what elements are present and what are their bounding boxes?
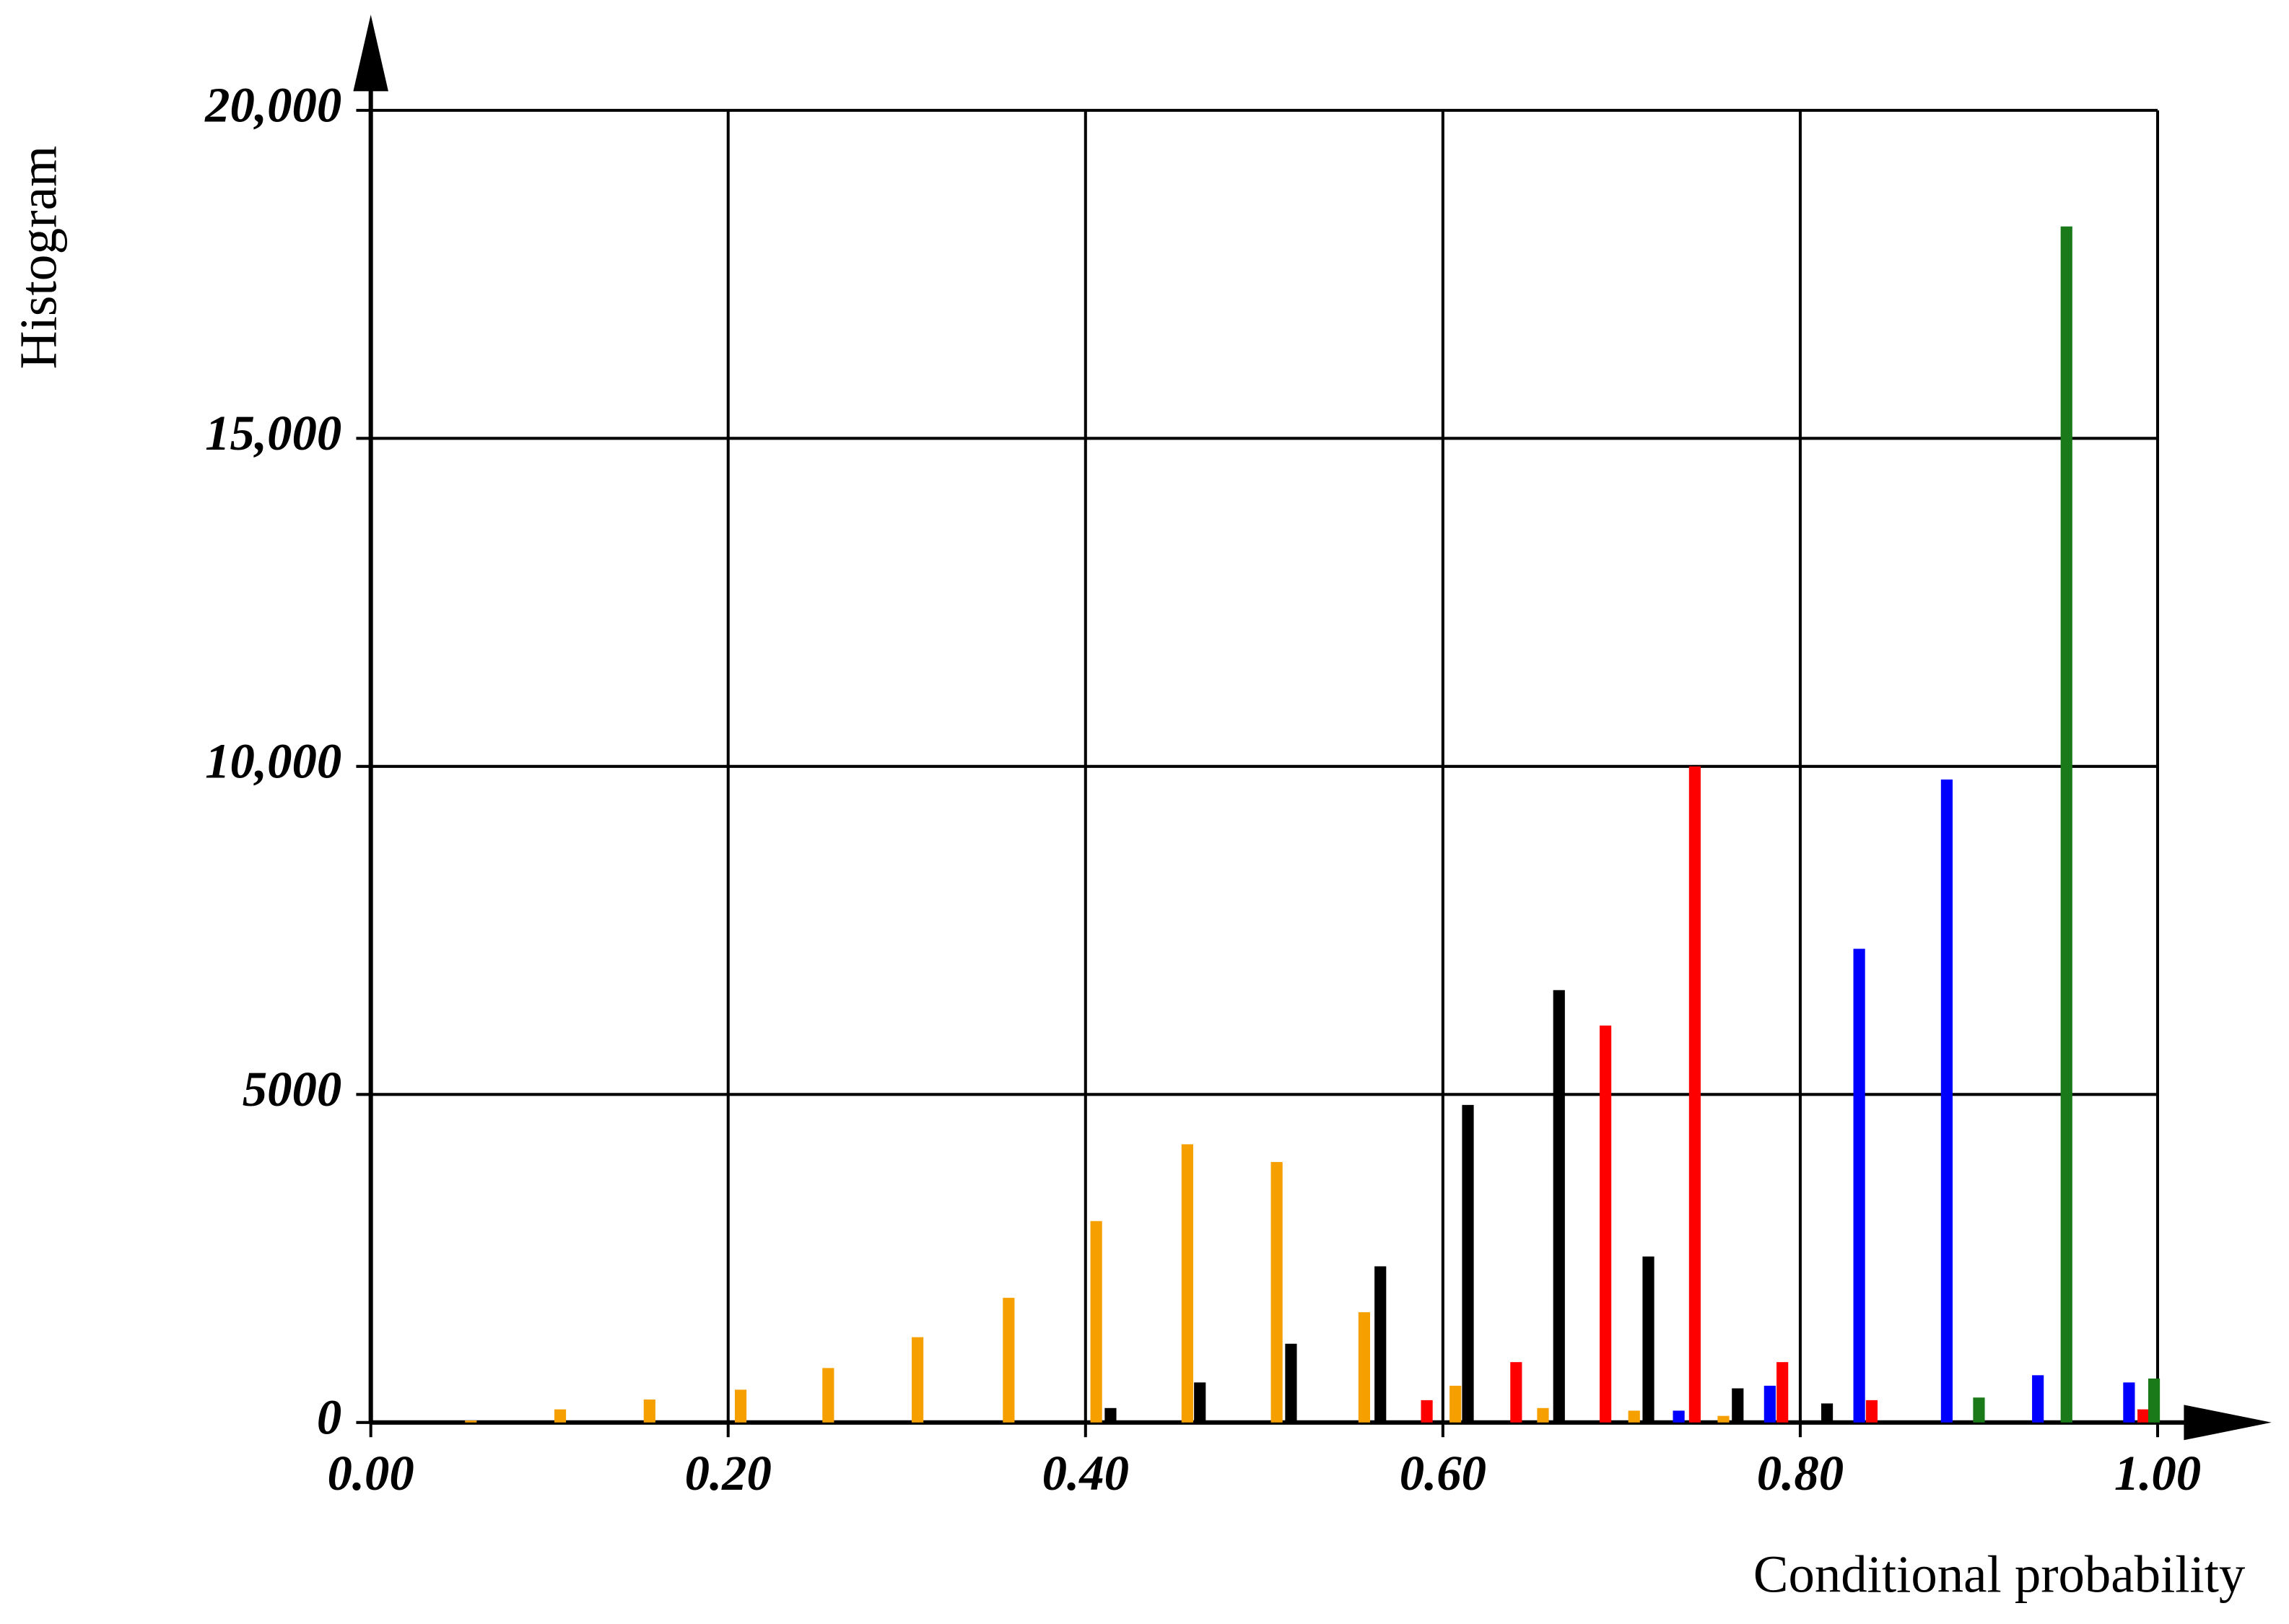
bar: [1821, 1403, 1834, 1423]
bar: [2060, 226, 2072, 1423]
bar: [1090, 1221, 1102, 1423]
bar: [2148, 1378, 2161, 1423]
bar: [1763, 1385, 1776, 1423]
bar: [1358, 1312, 1371, 1423]
y-tick-label: 0: [317, 1389, 341, 1444]
bar: [1732, 1388, 1744, 1423]
bar: [912, 1337, 924, 1423]
bar: [1285, 1343, 1297, 1423]
bar: [1181, 1144, 1193, 1423]
x-tick-label: 0.60: [1400, 1445, 1486, 1501]
bar: [822, 1368, 834, 1423]
y-axis-arrow: [353, 14, 388, 92]
bar: [1717, 1415, 1730, 1423]
x-tick-label: 0.20: [685, 1445, 772, 1501]
bar: [1688, 766, 1701, 1423]
bar: [734, 1389, 747, 1423]
y-tick-label: 10,000: [205, 733, 341, 788]
bar: [1449, 1385, 1462, 1423]
y-axis-title: Histogram: [9, 146, 68, 370]
bar: [1865, 1400, 1878, 1423]
bar: [1642, 1256, 1654, 1423]
bar: [1270, 1161, 1283, 1423]
x-tick-label: 1.00: [2114, 1445, 2201, 1501]
bar: [1374, 1266, 1387, 1423]
bar: [1973, 1397, 1985, 1423]
bar: [1462, 1104, 1474, 1423]
bar: [2032, 1375, 2044, 1423]
y-tick-label: 15,000: [205, 405, 341, 460]
bar: [1537, 1407, 1549, 1423]
y-tick-label: 5000: [243, 1061, 341, 1117]
bar: [1628, 1410, 1640, 1423]
x-axis-title: Conditional probability: [1753, 1545, 2246, 1603]
bar: [1673, 1410, 1685, 1423]
bar: [1421, 1400, 1433, 1423]
x-tick-label: 0.00: [328, 1445, 414, 1501]
bar: [1600, 1025, 1612, 1423]
x-axis-arrow: [2184, 1405, 2272, 1441]
x-tick-label: 0.80: [1757, 1445, 1844, 1501]
bar: [2123, 1382, 2135, 1423]
bar: [1194, 1382, 1206, 1423]
x-tick-label: 0.40: [1042, 1445, 1129, 1501]
bar: [643, 1399, 655, 1423]
bar: [1104, 1407, 1117, 1423]
bar: [1853, 948, 1865, 1423]
y-tick-label: 20,000: [204, 77, 341, 133]
bar: [1003, 1298, 1015, 1423]
bar: [554, 1409, 567, 1423]
bar: [1940, 780, 1953, 1423]
bar: [465, 1420, 477, 1423]
bar: [1553, 990, 1565, 1423]
bar: [1776, 1362, 1789, 1423]
bar: [2137, 1409, 2150, 1423]
bar: [1510, 1362, 1522, 1423]
